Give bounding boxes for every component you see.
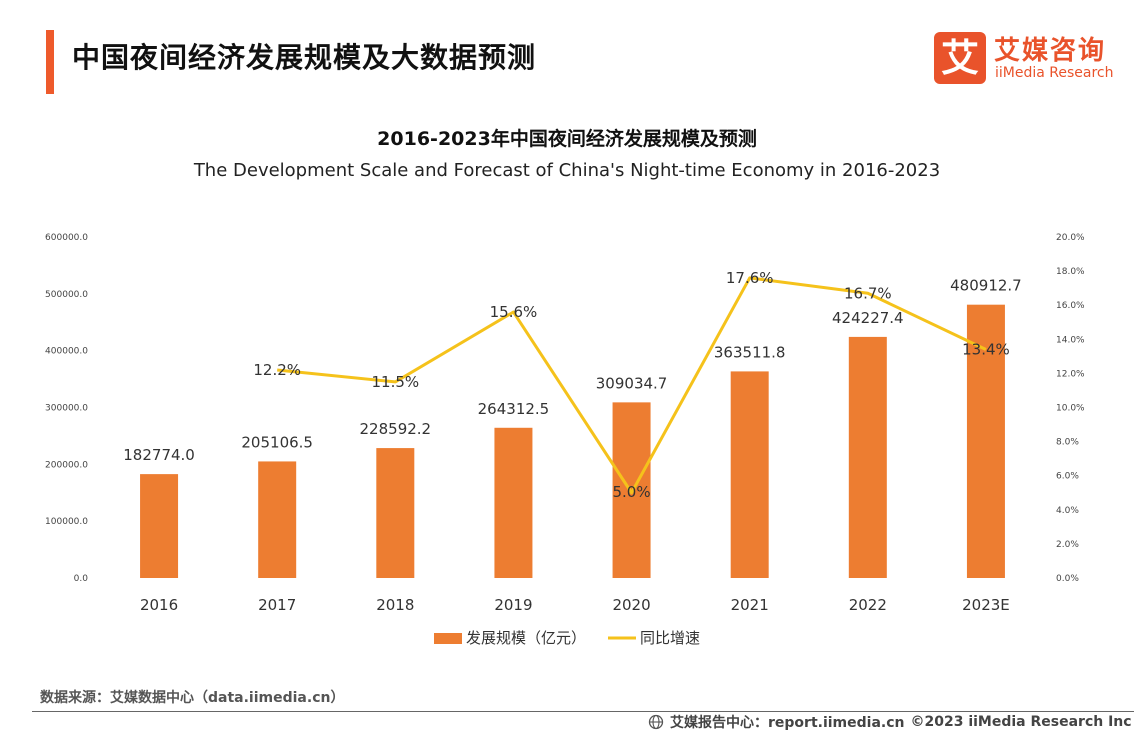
footer-report-link[interactable]: 艾媒报告中心：report.iimedia.cn [670,715,905,731]
line-data-label: 13.4% [962,341,1010,359]
line-data-label: 15.6% [490,303,538,321]
page-title: 中国夜间经济发展规模及大数据预测 [72,41,537,74]
bar-data-label: 424227.4 [832,309,904,327]
bar [140,474,179,578]
logo-mark: 艾 [934,32,986,84]
x-axis-tick-label: 2016 [140,596,178,614]
y2-axis-tick-label: 2.0% [1056,540,1079,550]
y-axis-tick-label: 100000.0 [45,517,88,527]
y2-axis-tick-label: 10.0% [1056,404,1085,414]
title-accent-bar [46,30,54,94]
bar [848,336,887,578]
legend-bar-swatch [434,633,462,644]
line-data-label: 16.7% [844,284,892,302]
line-data-label: 12.2% [253,361,301,379]
y2-axis-tick-label: 4.0% [1056,506,1079,516]
y2-axis-tick-label: 8.0% [1056,438,1079,448]
y-axis-tick-label: 0.0 [74,574,89,584]
chart-title: 2016-2023年中国夜间经济发展规模及预测 [377,128,757,150]
logo-english-text: iiMedia Research [995,65,1114,81]
y-axis-tick-label: 500000.0 [45,290,88,300]
y2-axis-tick-label: 18.0% [1056,267,1085,277]
bar-data-label: 480912.7 [950,277,1022,295]
bar-data-label: 309034.7 [596,374,668,392]
bar [258,461,297,578]
y2-axis-tick-label: 20.0% [1056,233,1085,243]
legend-line-label: 同比增速 [640,629,700,647]
footer-divider [32,711,1134,712]
footer-bar: 艾媒报告中心：report.iimedia.cn ©2023 iiMedia R… [648,712,1132,732]
growth-line [277,276,987,495]
x-axis-tick-label: 2020 [612,596,650,614]
bar [730,371,769,578]
y2-axis-tick-label: 14.0% [1056,335,1085,345]
y2-axis-tick-label: 12.0% [1056,369,1085,379]
y-axis-tick-label: 400000.0 [45,347,88,357]
bar [376,448,415,578]
logo-chinese-text: 艾媒咨询 [994,36,1107,66]
line-data-label: 17.6% [726,269,774,287]
footer-copyright: ©2023 iiMedia Research Inc [910,714,1132,730]
y-axis-tick-label: 300000.0 [45,404,88,414]
y-axis-tick-label: 200000.0 [45,460,88,470]
y-axis-tick-label: 600000.0 [45,233,88,243]
x-axis-tick-label: 2017 [258,596,296,614]
bar-data-label: 228592.2 [360,420,432,438]
x-axis-tick-label: 2021 [731,596,769,614]
bar-data-label: 264312.5 [478,400,550,418]
data-source: 数据来源：艾媒数据中心（data.iimedia.cn） [40,690,345,706]
bar-data-label: 205106.5 [241,433,313,451]
y2-axis-tick-label: 6.0% [1056,472,1079,482]
chart-subtitle: The Development Scale and Forecast of Ch… [193,160,941,181]
y2-axis-tick-label: 0.0% [1056,574,1079,584]
x-axis-tick-label: 2022 [849,596,887,614]
x-axis-tick-label: 2018 [376,596,414,614]
bar [966,304,1005,578]
legend-bar-label: 发展规模（亿元） [466,629,586,647]
bar [494,427,533,578]
x-axis-tick-label: 2023E [962,596,1010,614]
y2-axis-tick-label: 16.0% [1056,301,1085,311]
line-data-label: 5.0% [613,483,651,501]
globe-icon [648,714,664,730]
line-data-label: 11.5% [371,373,419,391]
bar-data-label: 182774.0 [123,446,195,464]
bar-data-label: 363511.8 [714,343,786,361]
x-axis-tick-label: 2019 [494,596,532,614]
